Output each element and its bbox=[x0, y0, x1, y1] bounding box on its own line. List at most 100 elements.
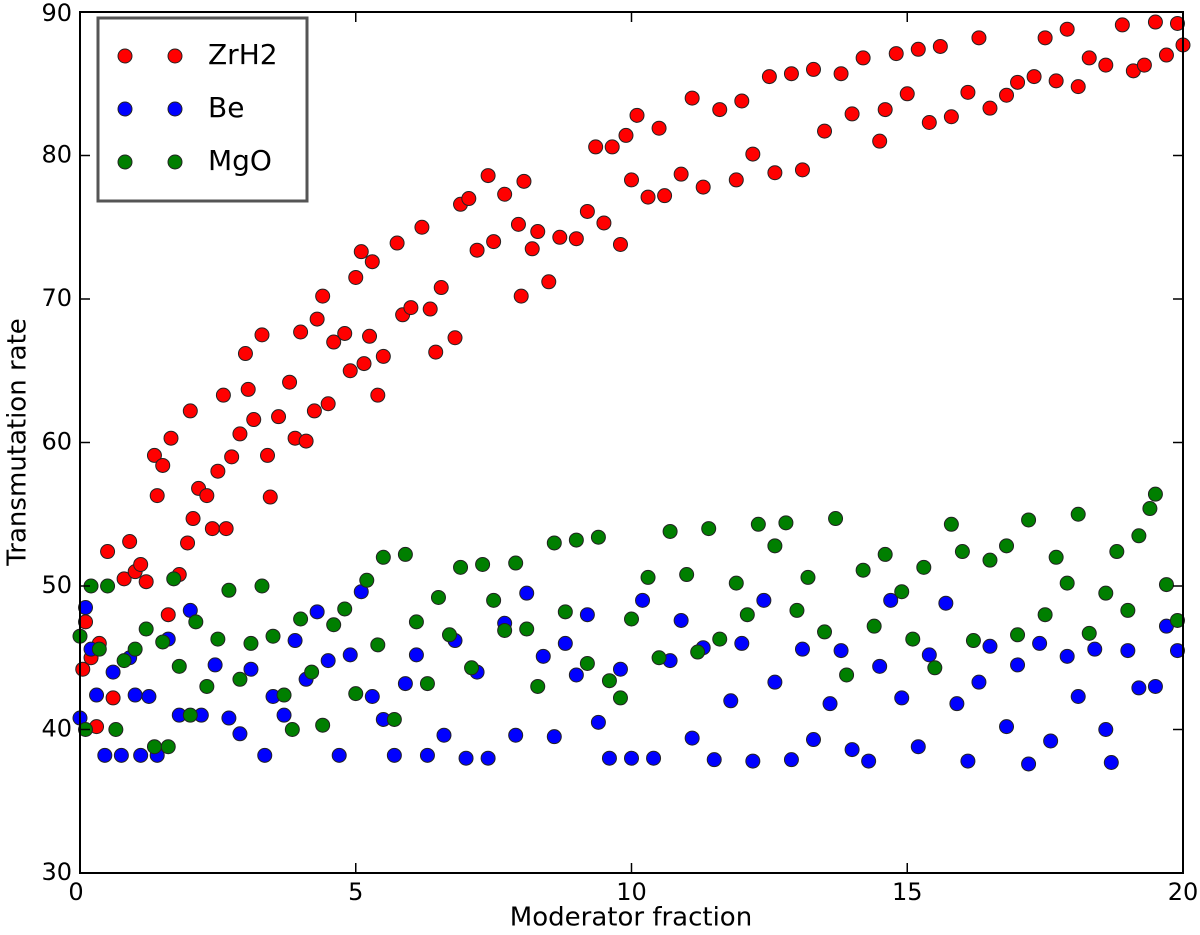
point bbox=[745, 146, 761, 162]
point bbox=[342, 363, 358, 379]
point bbox=[943, 516, 959, 532]
point bbox=[828, 511, 844, 527]
point bbox=[497, 186, 513, 202]
point bbox=[293, 611, 309, 627]
point bbox=[320, 396, 336, 412]
point bbox=[215, 387, 231, 403]
point bbox=[1087, 641, 1103, 657]
point bbox=[1070, 79, 1086, 95]
point bbox=[257, 747, 273, 763]
point bbox=[298, 433, 314, 449]
point bbox=[240, 381, 256, 397]
point bbox=[342, 647, 358, 663]
point bbox=[497, 622, 513, 638]
point bbox=[260, 447, 276, 463]
point bbox=[1081, 625, 1097, 641]
y-tick-label: 80 bbox=[41, 141, 72, 169]
point bbox=[568, 667, 584, 683]
point bbox=[160, 739, 176, 755]
point bbox=[557, 604, 573, 620]
point bbox=[353, 244, 369, 260]
x-tick-label: 5 bbox=[348, 878, 363, 906]
point bbox=[1081, 50, 1097, 66]
point bbox=[778, 515, 794, 531]
point bbox=[419, 676, 435, 692]
point bbox=[1142, 501, 1158, 517]
point bbox=[982, 100, 998, 116]
point bbox=[861, 753, 877, 769]
point bbox=[844, 742, 860, 758]
point bbox=[982, 552, 998, 568]
point bbox=[146, 739, 162, 755]
point bbox=[293, 324, 309, 340]
point bbox=[166, 571, 182, 587]
point bbox=[535, 648, 551, 664]
point bbox=[728, 172, 744, 188]
point bbox=[122, 534, 138, 550]
point bbox=[624, 611, 639, 627]
point bbox=[105, 664, 121, 680]
point bbox=[237, 346, 253, 362]
point bbox=[662, 523, 678, 539]
point bbox=[519, 585, 535, 601]
point bbox=[579, 607, 595, 623]
point bbox=[872, 133, 888, 149]
point bbox=[185, 511, 201, 527]
x-tick-label: 0 bbox=[68, 878, 83, 906]
point bbox=[756, 592, 772, 608]
point bbox=[855, 562, 871, 578]
point bbox=[833, 643, 849, 659]
point bbox=[315, 717, 331, 733]
point bbox=[458, 750, 474, 766]
point bbox=[794, 641, 810, 657]
point bbox=[999, 719, 1015, 735]
point bbox=[999, 87, 1015, 103]
point bbox=[1021, 756, 1037, 772]
point bbox=[516, 173, 532, 189]
point bbox=[155, 457, 171, 473]
point bbox=[364, 254, 380, 270]
legend-box bbox=[96, 16, 309, 203]
point bbox=[232, 726, 248, 742]
point bbox=[590, 714, 606, 730]
point bbox=[397, 546, 413, 562]
point bbox=[684, 730, 700, 746]
point bbox=[905, 631, 921, 647]
x-axis-label: Moderator fraction bbox=[510, 903, 752, 933]
point bbox=[370, 637, 386, 653]
point bbox=[1059, 575, 1075, 591]
point bbox=[221, 710, 237, 726]
point bbox=[822, 696, 838, 712]
point bbox=[1048, 73, 1064, 89]
point bbox=[428, 344, 444, 360]
point bbox=[386, 711, 402, 727]
point bbox=[91, 641, 107, 657]
point bbox=[601, 673, 617, 689]
point bbox=[199, 488, 215, 504]
point bbox=[624, 750, 639, 766]
point bbox=[690, 644, 706, 660]
point bbox=[359, 572, 375, 588]
legend-marker bbox=[167, 48, 183, 64]
point bbox=[640, 569, 656, 585]
point bbox=[422, 301, 438, 317]
point bbox=[1010, 627, 1026, 643]
point bbox=[453, 559, 469, 575]
point bbox=[138, 574, 154, 590]
point bbox=[728, 575, 744, 591]
point bbox=[188, 614, 204, 630]
point bbox=[180, 535, 196, 551]
point bbox=[210, 631, 226, 647]
point bbox=[1147, 486, 1163, 502]
point bbox=[337, 601, 353, 617]
point bbox=[817, 123, 833, 139]
point bbox=[800, 569, 816, 585]
point bbox=[982, 638, 998, 654]
point bbox=[960, 753, 976, 769]
point bbox=[750, 516, 766, 532]
point bbox=[108, 722, 124, 737]
point bbox=[579, 203, 595, 219]
point bbox=[276, 707, 292, 723]
point bbox=[1070, 506, 1086, 522]
point bbox=[805, 61, 821, 77]
